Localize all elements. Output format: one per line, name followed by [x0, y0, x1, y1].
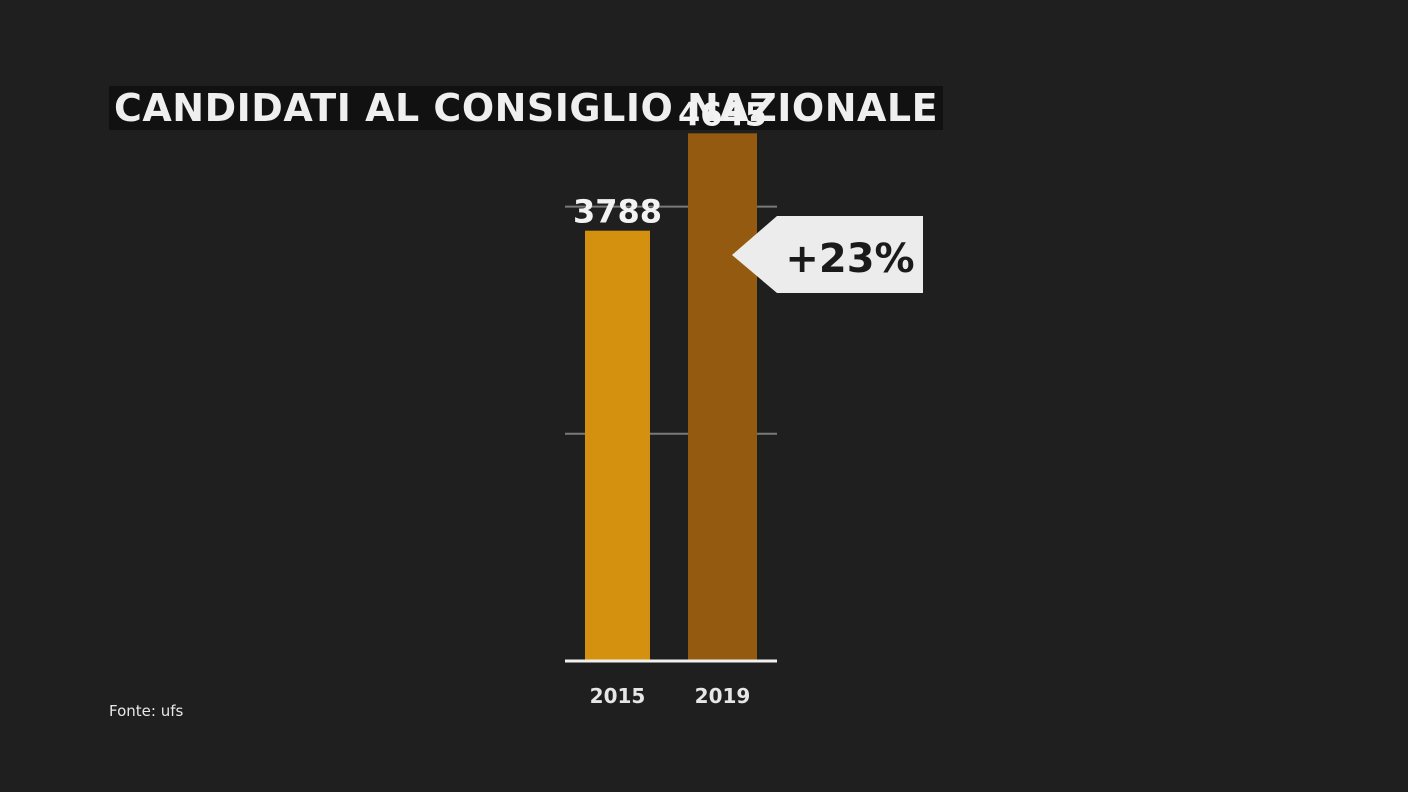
callout-arrow-box	[732, 216, 923, 293]
category-label-2019: 2019	[695, 684, 751, 708]
callout-text: +23%	[785, 236, 914, 282]
growth-callout: +23%	[732, 216, 923, 293]
bar-2019	[688, 133, 757, 661]
title-banner: CANDIDATI AL CONSIGLIO NAZIONALE	[109, 86, 944, 130]
bars	[585, 133, 757, 661]
value-label-2019: 4645	[678, 95, 767, 133]
chart-title: CANDIDATI AL CONSIGLIO NAZIONALE	[114, 86, 939, 130]
bar-2015	[585, 230, 650, 661]
category-labels: 2015 2019	[590, 684, 751, 708]
value-labels: 3788 4645	[573, 95, 767, 230]
source-note: Fonte: ufs	[109, 702, 184, 720]
value-label-2015: 3788	[573, 193, 662, 231]
category-label-2015: 2015	[590, 684, 646, 708]
